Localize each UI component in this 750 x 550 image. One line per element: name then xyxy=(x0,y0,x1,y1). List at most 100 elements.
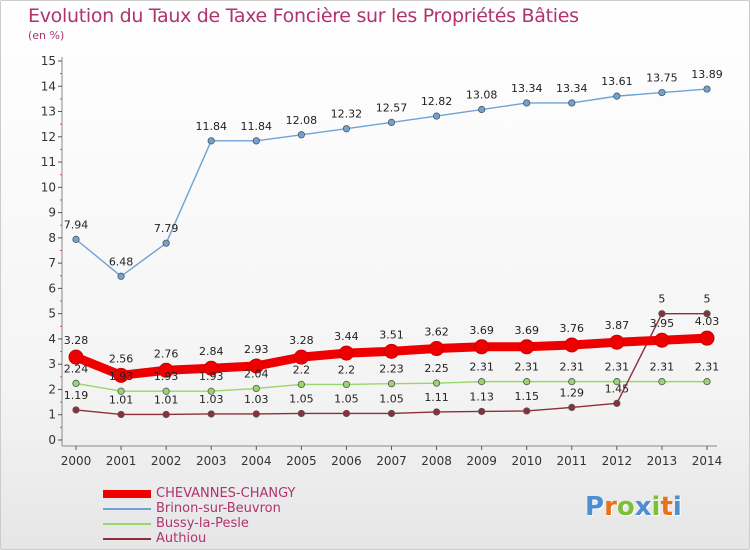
data-label: 1.29 xyxy=(560,386,585,399)
data-label: 1.45 xyxy=(605,382,630,395)
proxiti-logo: Proxiti xyxy=(585,492,682,522)
data-point xyxy=(699,330,715,346)
data-point xyxy=(252,384,260,393)
data-point xyxy=(613,378,621,386)
y-tick-label: 1 xyxy=(48,408,56,422)
data-point xyxy=(162,410,170,419)
y-tick-label: 14 xyxy=(41,79,56,93)
data-point xyxy=(478,378,486,386)
data-label: 2.24 xyxy=(64,362,89,375)
data-point xyxy=(564,337,580,353)
data-label: 1.05 xyxy=(289,392,314,405)
y-tick-label: 9 xyxy=(48,206,56,220)
data-point xyxy=(613,92,621,100)
data-point xyxy=(297,131,305,139)
data-label: 1.05 xyxy=(379,392,404,405)
data-label: 12.32 xyxy=(331,108,363,121)
data-point xyxy=(297,380,305,389)
data-label: 1.15 xyxy=(514,390,539,403)
data-label: 3.62 xyxy=(424,326,449,339)
data-label: 3.28 xyxy=(289,334,314,347)
legend-label: Brinon-sur-Beuvron xyxy=(156,501,281,516)
data-point xyxy=(429,341,445,357)
legend-label: Bussy-la-Pesle xyxy=(156,516,249,531)
data-label: 12.57 xyxy=(376,101,408,114)
data-label: 1.19 xyxy=(64,389,89,402)
data-point xyxy=(117,387,125,395)
x-tick-label: 2009 xyxy=(466,454,497,468)
data-point xyxy=(113,367,129,383)
data-label: 1.11 xyxy=(424,391,449,404)
logo-letter: o xyxy=(616,492,635,522)
data-label: 11.84 xyxy=(195,120,227,133)
data-label: 7.79 xyxy=(154,222,179,235)
data-point xyxy=(297,409,305,418)
x-tick-label: 2005 xyxy=(286,454,317,468)
data-label: 13.61 xyxy=(601,75,633,88)
data-label: 2.23 xyxy=(379,363,404,376)
data-label: 2.31 xyxy=(560,361,585,374)
data-label: 6.48 xyxy=(109,255,134,268)
data-label: 2.04 xyxy=(244,367,269,380)
data-label: 7.94 xyxy=(64,218,89,231)
data-point xyxy=(474,339,490,355)
x-tick-label: 2006 xyxy=(331,454,362,468)
data-label: 1.05 xyxy=(334,392,359,405)
y-tick-label: 3 xyxy=(48,357,56,371)
data-label: 2.56 xyxy=(109,352,134,365)
data-point xyxy=(117,410,125,419)
y-tick-label: 5 xyxy=(48,307,56,321)
data-point xyxy=(432,112,441,120)
data-point xyxy=(609,334,625,350)
data-label: 4.03 xyxy=(695,315,720,328)
logo-letter: x xyxy=(634,492,652,522)
data-label: 3.44 xyxy=(334,330,359,343)
y-tick-label: 12 xyxy=(41,130,56,144)
data-point xyxy=(658,378,666,386)
data-point xyxy=(387,409,396,418)
data-point xyxy=(523,99,531,107)
data-point xyxy=(387,380,396,388)
data-point xyxy=(162,387,170,395)
data-point xyxy=(207,387,215,395)
data-label: 2.25 xyxy=(424,362,449,375)
data-label: 1.01 xyxy=(154,393,179,406)
series-line-brinon-sur-beuvron xyxy=(75,88,708,277)
data-point xyxy=(338,345,354,361)
data-label: 3.51 xyxy=(379,328,404,341)
data-label: 2.31 xyxy=(469,361,494,374)
data-point xyxy=(703,310,711,318)
legend-swatch xyxy=(103,523,151,525)
data-point xyxy=(658,88,666,97)
data-point xyxy=(519,339,535,355)
data-point xyxy=(342,380,351,389)
data-point xyxy=(158,362,174,378)
data-point xyxy=(523,378,531,386)
legend-label: Authiou xyxy=(156,531,207,546)
data-label: 2.31 xyxy=(605,361,630,374)
legend-swatch xyxy=(103,490,151,498)
data-label: 2.2 xyxy=(293,363,311,376)
data-point xyxy=(568,403,576,412)
data-label: 3.87 xyxy=(605,319,630,332)
data-point xyxy=(342,125,351,133)
data-point xyxy=(432,408,441,416)
data-point xyxy=(432,379,441,387)
data-label: 5 xyxy=(704,293,711,306)
data-point xyxy=(72,235,80,243)
data-label: 1.03 xyxy=(244,393,269,406)
data-label: 1.01 xyxy=(109,393,134,406)
x-tick-label: 2013 xyxy=(647,454,678,468)
legend-swatch xyxy=(103,538,151,540)
data-point xyxy=(703,85,711,93)
data-point xyxy=(387,118,396,126)
data-label: 5 xyxy=(658,293,665,306)
data-label: 2.31 xyxy=(695,361,720,374)
data-label: 13.34 xyxy=(511,82,543,95)
y-tick-label: 2 xyxy=(48,382,56,396)
data-point xyxy=(342,409,351,418)
data-point xyxy=(248,358,264,374)
logo-letter: P xyxy=(585,492,605,522)
